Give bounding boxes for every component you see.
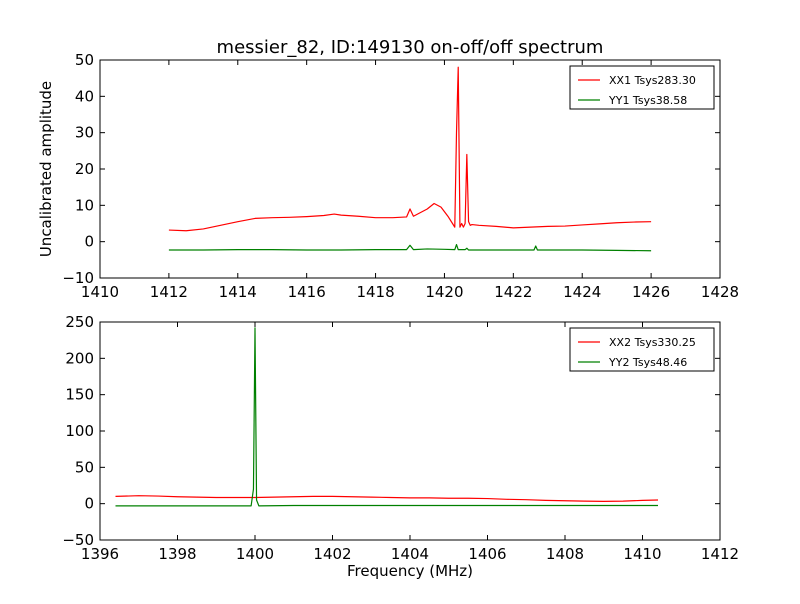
x-tick-label: 1402 — [313, 545, 351, 563]
series-line-0-0 — [168, 66, 652, 232]
top-panel: 1410 1412 1414 1416 1418 1420 1422 1424 1426 1428… — [62, 51, 739, 301]
x-tick-label: 1418 — [356, 283, 394, 301]
y-tick-label: 20 — [75, 160, 94, 178]
y-tick-label: 50 — [75, 51, 94, 69]
y-tick-label: −10 — [62, 269, 94, 287]
series-line-1-0 — [115, 495, 659, 502]
x-tick-label: 1410 — [623, 545, 661, 563]
legend-box — [569, 327, 715, 372]
x-tick-label: 1416 — [288, 283, 326, 301]
x-tick-label: 1408 — [546, 545, 584, 563]
x-tick-label: 1400 — [236, 545, 274, 563]
y-tick-label: −50 — [62, 531, 94, 549]
legend-label: YY1 Tsys38.58 — [608, 94, 687, 107]
y-tick-label: 30 — [75, 124, 94, 142]
y-tick-label: 250 — [65, 313, 94, 331]
legend-label: YY2 Tsys48.46 — [608, 356, 687, 369]
y-tick-label: 150 — [65, 386, 94, 404]
x-tick-label: 1412 — [150, 283, 188, 301]
y-tick-label: 200 — [65, 349, 94, 367]
x-tick-label: 1414 — [219, 283, 257, 301]
x-tick-label: 1396 — [81, 545, 119, 563]
y-tick-label: 40 — [75, 87, 94, 105]
x-tick-label: 1406 — [468, 545, 506, 563]
x-tick-label: 1424 — [563, 283, 601, 301]
x-tick-label: 1412 — [701, 545, 739, 563]
legend-label: XX2 Tsys330.25 — [609, 336, 696, 349]
x-tick-label: 1422 — [494, 283, 532, 301]
x-axis-label: Frequency (MHz) — [347, 562, 473, 580]
x-tick-label: 1420 — [425, 283, 463, 301]
y-axis-label: Uncalibrated amplitude — [37, 81, 55, 257]
y-tick-label: 0 — [84, 233, 94, 251]
legend-label: XX1 Tsys283.30 — [609, 74, 696, 87]
y-tick-label: 0 — [84, 495, 94, 513]
x-tick-label: 1426 — [632, 283, 670, 301]
series-line-0-1 — [168, 243, 652, 252]
x-tick-label: 1428 — [701, 283, 739, 301]
x-tick-label: 1404 — [391, 545, 429, 563]
bottom-panel: 1396 1398 1400 1402 1404 1406 1408 1410 1412 −50 0… — [62, 313, 739, 563]
x-tick-label: 1410 — [81, 283, 119, 301]
series-line-1-1 — [115, 327, 658, 507]
y-tick-label: 50 — [75, 458, 94, 476]
legend-box — [569, 65, 715, 110]
x-tick-label: 1398 — [158, 545, 196, 563]
chart-title: messier_82, ID:149130 on-off/off spectru… — [217, 37, 604, 58]
y-tick-label: 10 — [75, 196, 94, 214]
y-tick-label: 100 — [65, 422, 94, 440]
